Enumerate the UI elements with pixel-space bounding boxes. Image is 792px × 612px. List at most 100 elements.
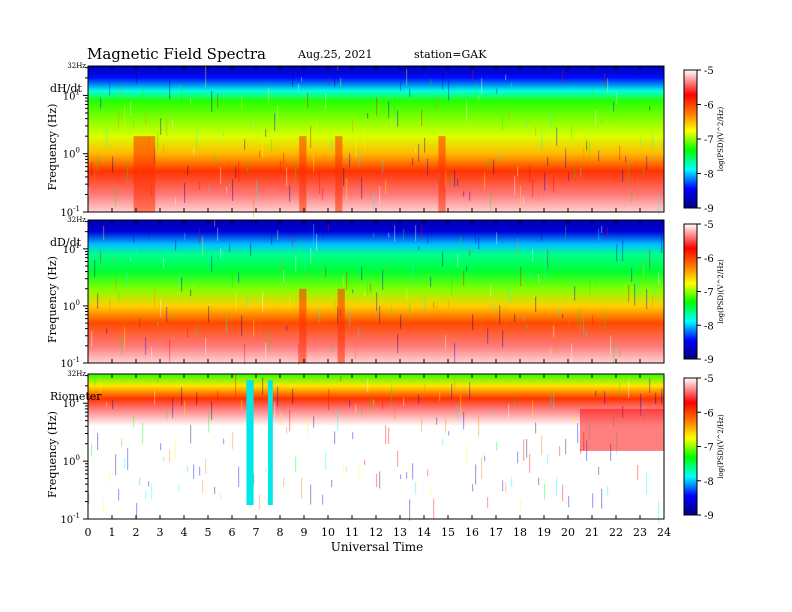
- texture-streak: [319, 501, 321, 522]
- texture-streak: [241, 315, 243, 337]
- texture-streak: [592, 315, 594, 325]
- texture-streak: [352, 289, 354, 294]
- texture-streak: [193, 285, 195, 290]
- texture-streak: [532, 249, 534, 262]
- texture-streak: [283, 477, 285, 487]
- texture-streak: [367, 378, 369, 393]
- texture-streak: [505, 307, 507, 326]
- texture-streak: [403, 397, 405, 406]
- texture-streak: [505, 481, 507, 493]
- texture-streak: [505, 74, 507, 81]
- texture-streak: [262, 139, 264, 158]
- y-tick-exponent: 1: [76, 88, 80, 96]
- texture-streak: [97, 433, 99, 451]
- texture-streak: [97, 293, 99, 309]
- texture-streak: [562, 313, 564, 318]
- texture-streak: [109, 473, 111, 483]
- texture-streak: [487, 328, 489, 344]
- texture-streak: [568, 312, 570, 326]
- y-tick-exponent: 0: [76, 454, 80, 462]
- texture-streak: [277, 105, 279, 120]
- texture-streak: [97, 155, 99, 172]
- texture-streak: [481, 319, 483, 336]
- texture-streak: [655, 285, 657, 295]
- texture-streak: [199, 181, 201, 191]
- texture-streak: [556, 336, 558, 353]
- texture-streak: [193, 464, 195, 479]
- texture-streak: [646, 155, 648, 171]
- texture-streak: [151, 483, 153, 500]
- texture-streak: [382, 401, 384, 410]
- texture-streak: [448, 431, 450, 436]
- texture-streak: [124, 327, 126, 349]
- texture-streak: [127, 161, 129, 182]
- texture-streak: [544, 256, 546, 278]
- texture-streak: [469, 250, 471, 256]
- texture-streak: [268, 87, 270, 104]
- texture-streak: [571, 343, 573, 364]
- texture-streak: [475, 84, 477, 95]
- texture-streak: [247, 293, 249, 309]
- texture-streak: [634, 449, 636, 463]
- texture-streak: [343, 168, 345, 186]
- texture-streak: [412, 157, 414, 166]
- texture-streak: [526, 324, 528, 329]
- texture-streak: [451, 273, 453, 296]
- texture-streak: [244, 469, 246, 492]
- texture-streak: [586, 140, 588, 151]
- texture-streak: [514, 175, 516, 196]
- texture-streak: [487, 497, 489, 508]
- texture-streak: [358, 326, 360, 339]
- x-axis: 0 1 2 3 4 5 6 7 8 9 10 11 12 13 14 15 16 17 18 19 20 21 22 23 24: [85, 526, 672, 539]
- x-tick-label: 24: [657, 526, 671, 539]
- texture-streak: [478, 95, 480, 101]
- texture-streak: [223, 131, 225, 137]
- texture-streak: [253, 195, 255, 218]
- texture-streak: [559, 446, 561, 456]
- texture-streak: [160, 443, 162, 451]
- spectrogram-texture: [88, 66, 663, 218]
- texture-streak: [544, 483, 546, 500]
- texture-streak: [475, 464, 477, 485]
- texture-streak: [133, 234, 135, 243]
- active-interval: [133, 136, 156, 212]
- texture-streak: [334, 300, 336, 308]
- texture-streak: [388, 232, 390, 238]
- texture-streak: [652, 294, 654, 307]
- x-tick-label: 3: [157, 526, 164, 539]
- texture-streak: [538, 181, 540, 202]
- texture-streak: [493, 159, 495, 175]
- texture-streak: [415, 148, 417, 153]
- y-tick-exponent: 0: [76, 299, 80, 307]
- texture-streak: [388, 101, 390, 118]
- texture-streak: [151, 346, 153, 360]
- texture-streak: [619, 145, 621, 161]
- texture-streak: [391, 384, 393, 404]
- texture-streak: [658, 501, 660, 524]
- y-tick-base: 10: [63, 91, 76, 102]
- texture-streak: [535, 126, 537, 136]
- texture-streak: [361, 177, 363, 199]
- texture-streak: [328, 76, 330, 86]
- texture-streak: [157, 321, 159, 326]
- texture-streak: [232, 432, 234, 449]
- texture-streak: [229, 425, 231, 438]
- texture-streak: [94, 374, 96, 387]
- texture-streak: [577, 131, 579, 141]
- texture-streak: [442, 251, 444, 267]
- texture-streak: [514, 313, 516, 322]
- texture-streak: [304, 468, 306, 488]
- texture-streak: [376, 473, 378, 488]
- texture-streak: [400, 474, 402, 479]
- texture-streak: [112, 257, 114, 263]
- top-frequency-label: 32Hz: [67, 370, 86, 378]
- texture-streak: [571, 126, 573, 138]
- y-tick-base: 10: [60, 515, 73, 526]
- texture-streak: [478, 237, 480, 250]
- spectrogram-texture: [88, 374, 663, 524]
- texture-streak: [118, 110, 120, 130]
- x-tick-label: 8: [277, 526, 284, 539]
- texture-streak: [358, 149, 360, 167]
- texture-streak: [127, 448, 129, 470]
